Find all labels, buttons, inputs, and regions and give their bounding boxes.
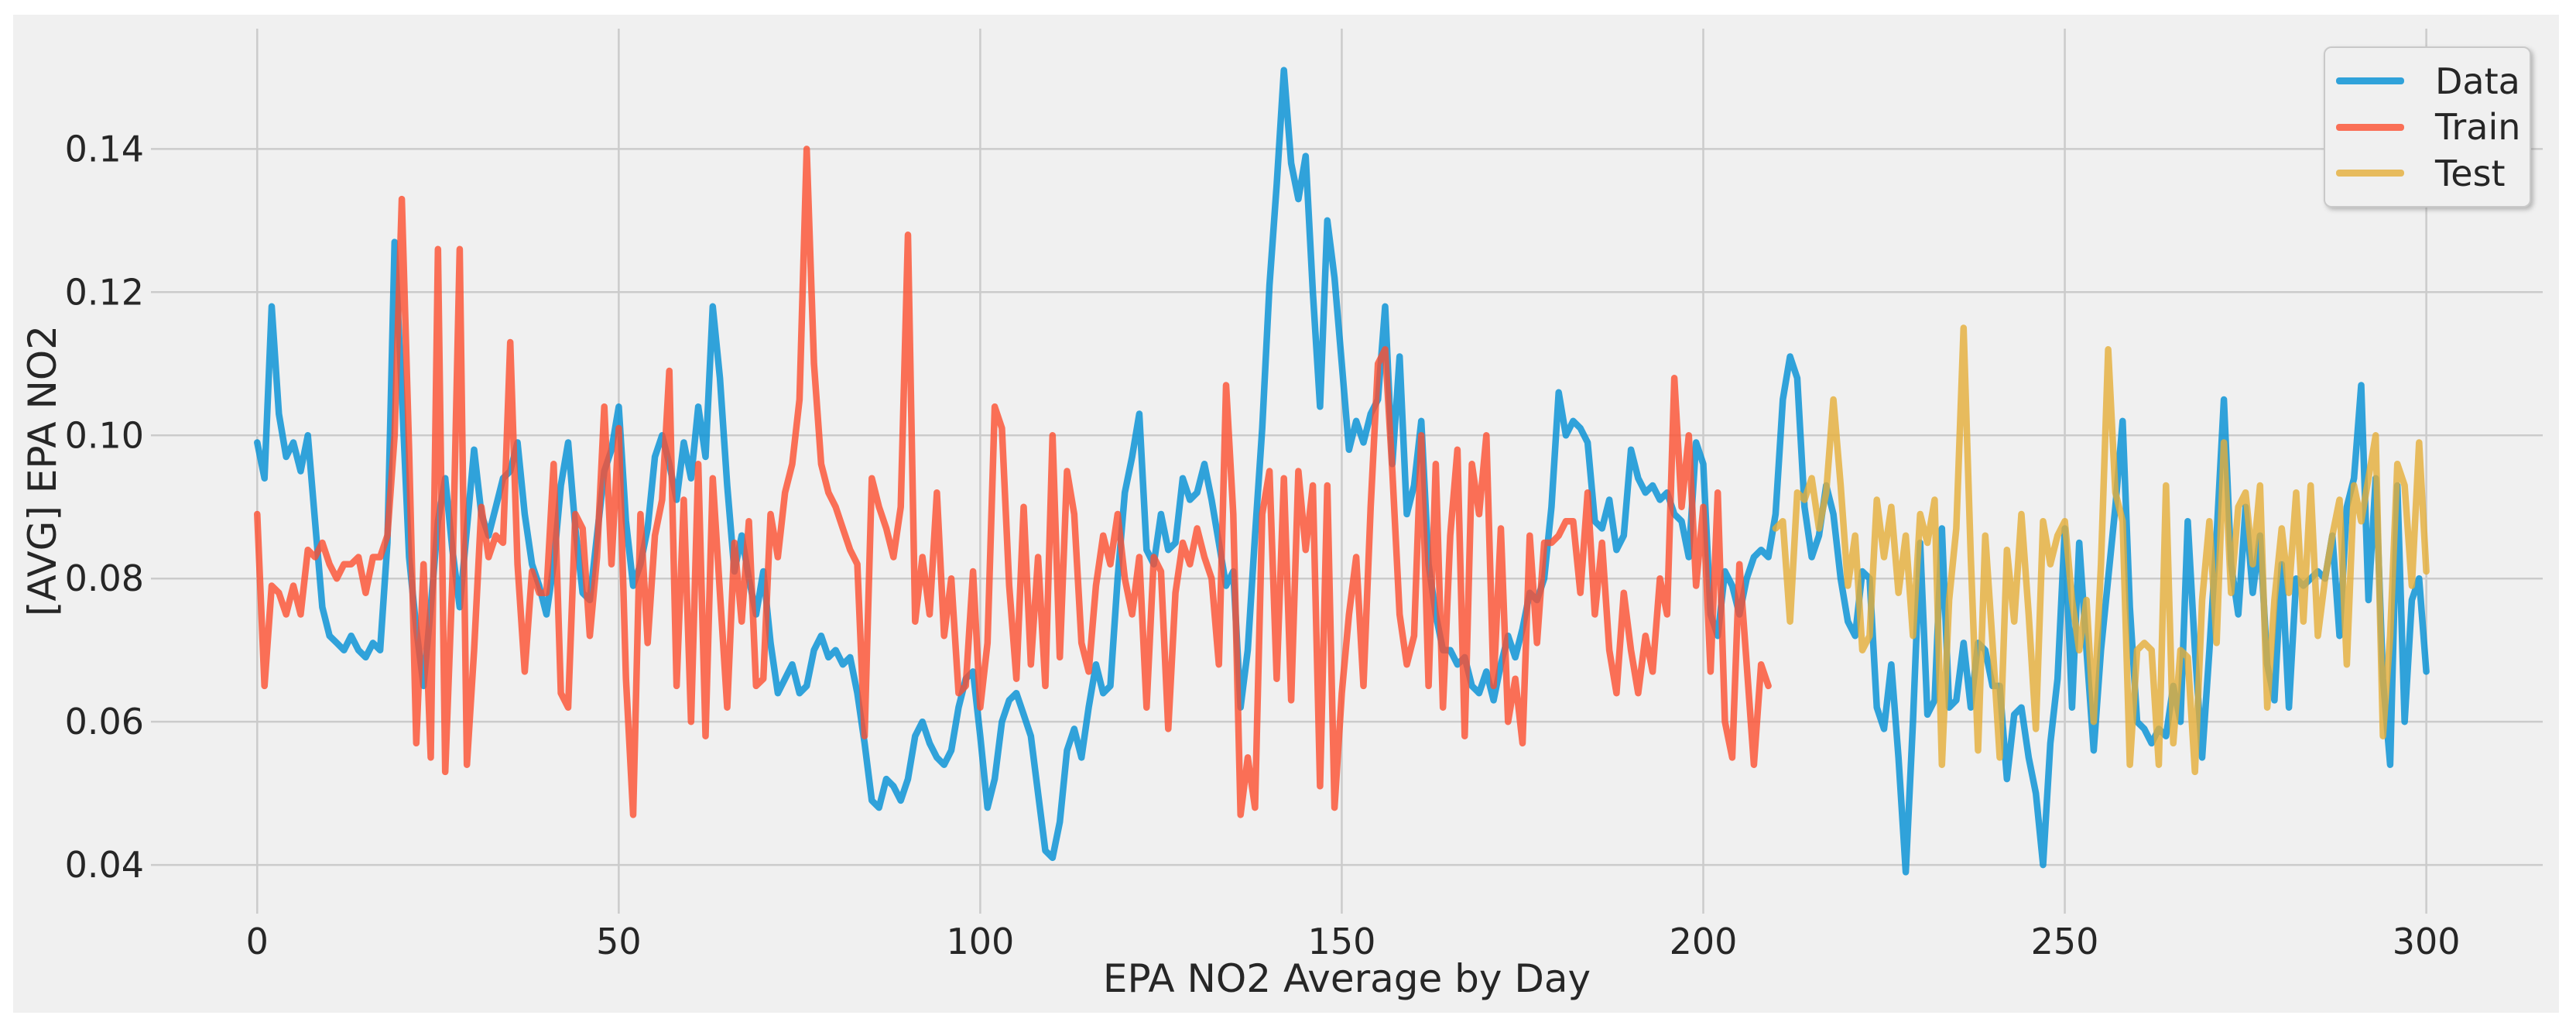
legend-label-test: Test xyxy=(2435,152,2506,194)
test-series-swatch xyxy=(2336,170,2404,177)
train-series-swatch xyxy=(2336,123,2404,131)
series-lines xyxy=(254,67,2430,876)
x-axis-label: EPA NO2 Average by Day xyxy=(1103,956,1591,1001)
x-tick-label: 250 xyxy=(2031,921,2099,962)
y-tick-label: 0.14 xyxy=(65,128,144,170)
x-tick-label: 300 xyxy=(2393,921,2461,962)
legend-label-train: Train xyxy=(2435,106,2521,148)
legend-item-train: Train xyxy=(2336,109,2522,145)
train-series-line xyxy=(254,146,1772,818)
x-tick-label: 50 xyxy=(596,921,642,962)
legend: Data Train Test xyxy=(2324,46,2531,208)
y-tick-label: 0.12 xyxy=(65,271,144,313)
test-series-line xyxy=(1772,324,2430,776)
y-axis-label: [AVG] EPA NO2 xyxy=(20,325,65,616)
data-series-swatch xyxy=(2336,77,2404,84)
x-tick-label: 100 xyxy=(947,921,1015,962)
y-tick-label: 0.04 xyxy=(65,844,144,886)
x-tick-label: 0 xyxy=(246,921,269,962)
legend-item-test: Test xyxy=(2336,156,2522,191)
y-tick-label: 0.08 xyxy=(65,557,144,599)
x-tick-label: 150 xyxy=(1308,921,1376,962)
tick-labels: 0 50 100 150 200 250 300 0.04 0.06 0.08 0.10 0.12 0.… xyxy=(65,128,2461,962)
legend-label-data: Data xyxy=(2435,60,2520,102)
y-tick-label: 0.06 xyxy=(65,701,144,743)
y-tick-label: 0.10 xyxy=(65,414,144,456)
x-tick-label: 200 xyxy=(1670,921,1738,962)
legend-item-data: Data xyxy=(2336,63,2522,99)
